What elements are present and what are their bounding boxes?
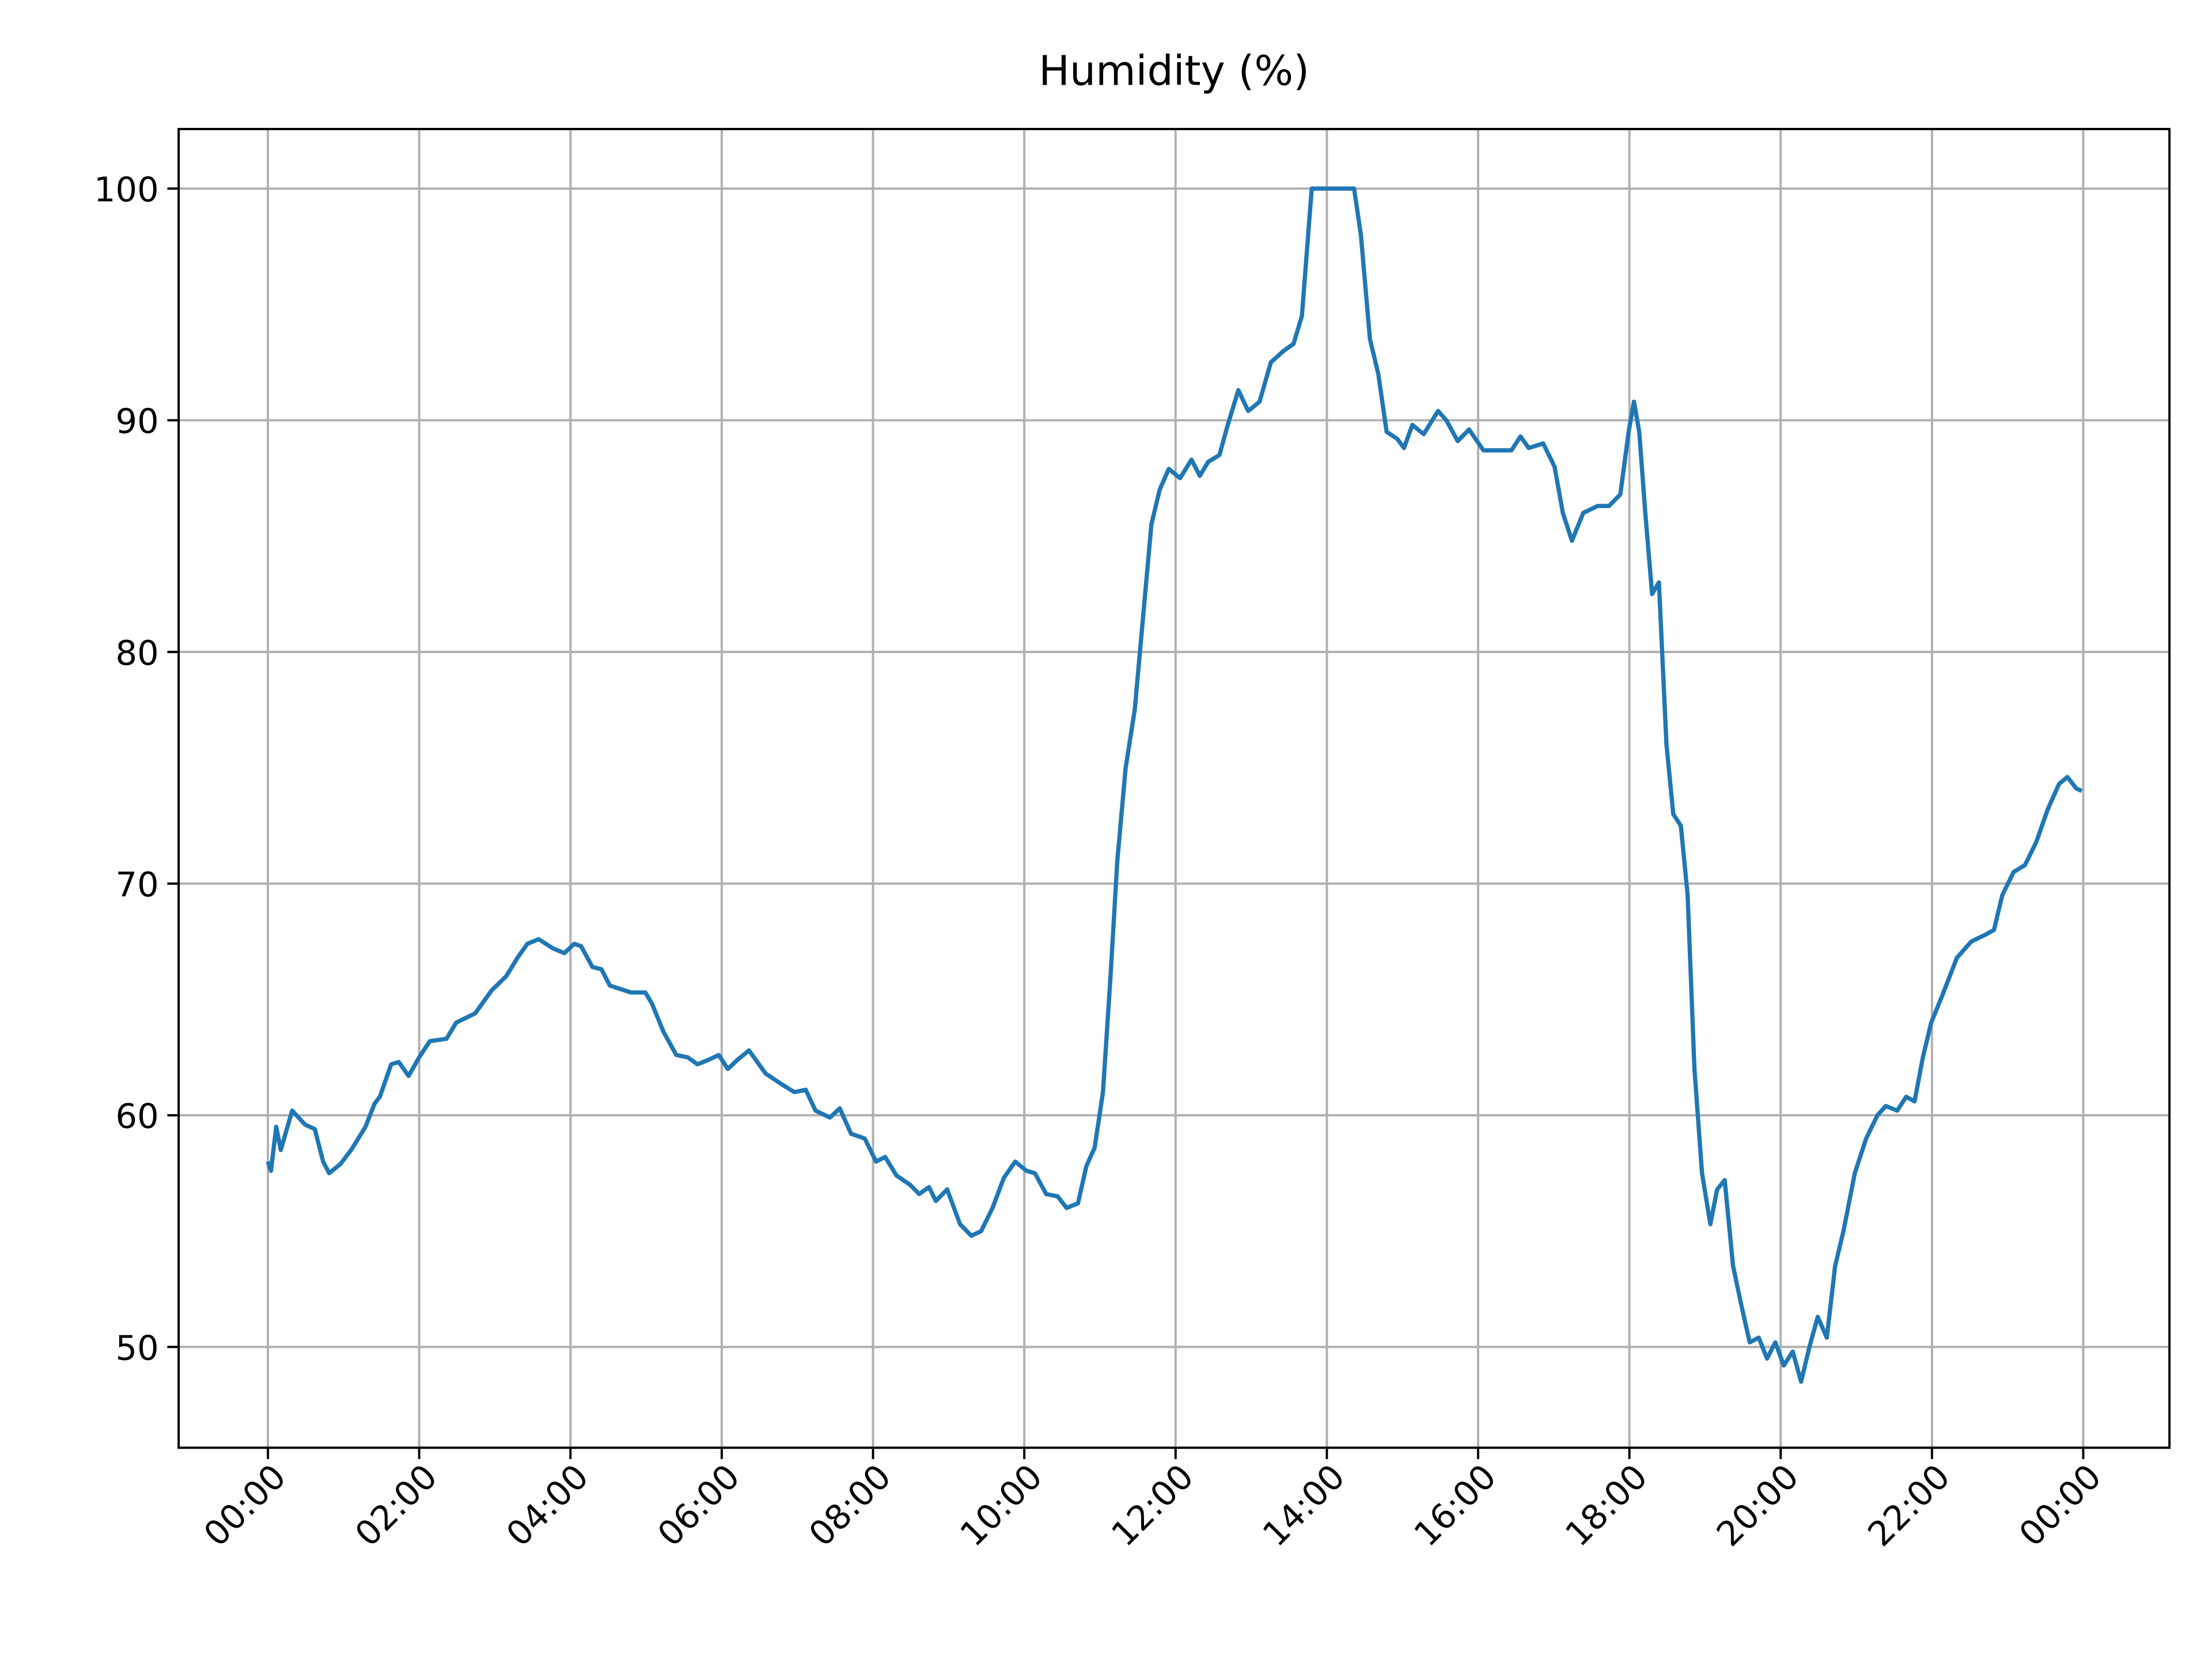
y-tick-label: 60 [116, 1096, 159, 1136]
y-tick-label: 90 [116, 402, 159, 441]
y-tick-label: 80 [116, 633, 159, 673]
axes-frame [177, 128, 2171, 1449]
y-tick-label: 70 [116, 865, 159, 904]
y-tick-label: 100 [94, 170, 159, 210]
y-tick-label: 50 [116, 1328, 159, 1368]
line-series [266, 186, 2083, 1384]
grid [179, 129, 2170, 1448]
plot [266, 186, 2083, 1384]
chart-title: Humidity (%) [1039, 47, 1309, 95]
